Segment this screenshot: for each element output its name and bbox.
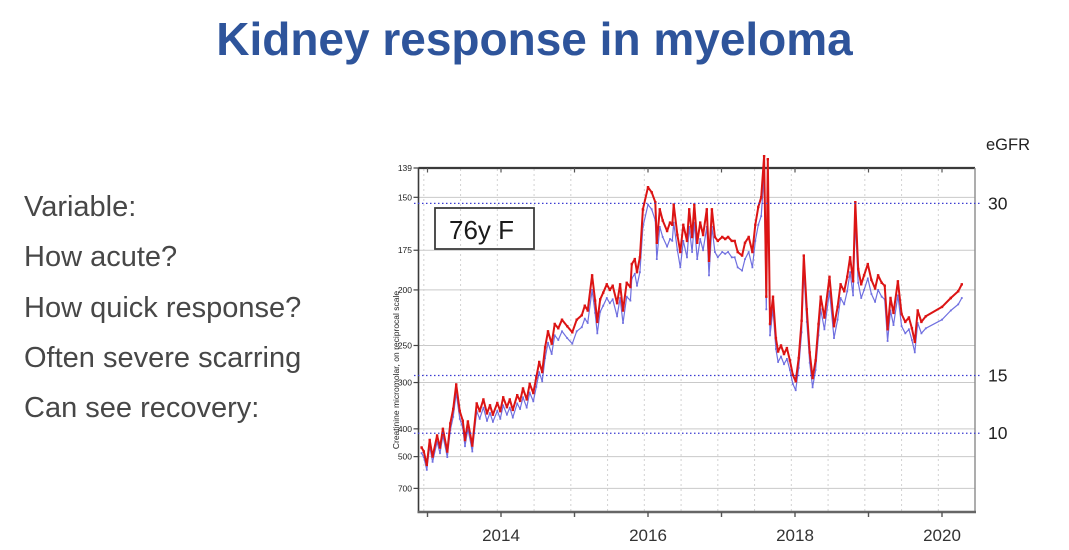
y-axis-tick-label: 500 <box>398 452 412 462</box>
x-axis-year-label: 2020 <box>923 526 961 545</box>
bullet-line: Can see recovery: <box>24 392 260 425</box>
creatinine-red-series-line <box>420 155 963 466</box>
y-axis-tick-label: 175 <box>398 245 412 255</box>
y-axis-tick-label: 700 <box>398 483 412 493</box>
egfr-value-label-10: 10 <box>988 423 1008 443</box>
y-axis-title: Creatinine micromolar, on reciprocal sca… <box>391 291 401 450</box>
x-axis-year-label: 2014 <box>482 526 520 545</box>
patient-annotation-label: 76y F <box>449 215 514 245</box>
y-axis-tick-label: 150 <box>398 192 412 202</box>
bullet-line: Often severe scarring <box>24 341 302 374</box>
bullet-line: How quick response? <box>24 291 302 324</box>
bullet-line: Variable: <box>24 191 137 223</box>
bullet-list: Variable: How acute? How quick response?… <box>24 182 384 433</box>
egfr-value-label-15: 15 <box>988 365 1007 385</box>
x-axis-year-label: 2016 <box>629 526 667 545</box>
egfr-value-label-30: 30 <box>988 193 1008 213</box>
patient-annotation-box <box>434 207 535 250</box>
creatinine-red-series-markers <box>420 155 963 467</box>
y-axis-tick-label: 300 <box>398 378 412 388</box>
egfr-axis-title: eGFR <box>986 136 1030 154</box>
bullet-line: How acute? <box>24 241 178 274</box>
page-title: Kidney response in myeloma <box>216 13 853 65</box>
y-axis-tick-label: 400 <box>398 424 412 434</box>
y-axis-tick-label: 139 <box>398 163 412 173</box>
x-axis-year-label: 2018 <box>776 526 814 545</box>
y-axis-tick-label: 250 <box>398 340 412 350</box>
y-axis-tick-label: 200 <box>398 285 412 295</box>
